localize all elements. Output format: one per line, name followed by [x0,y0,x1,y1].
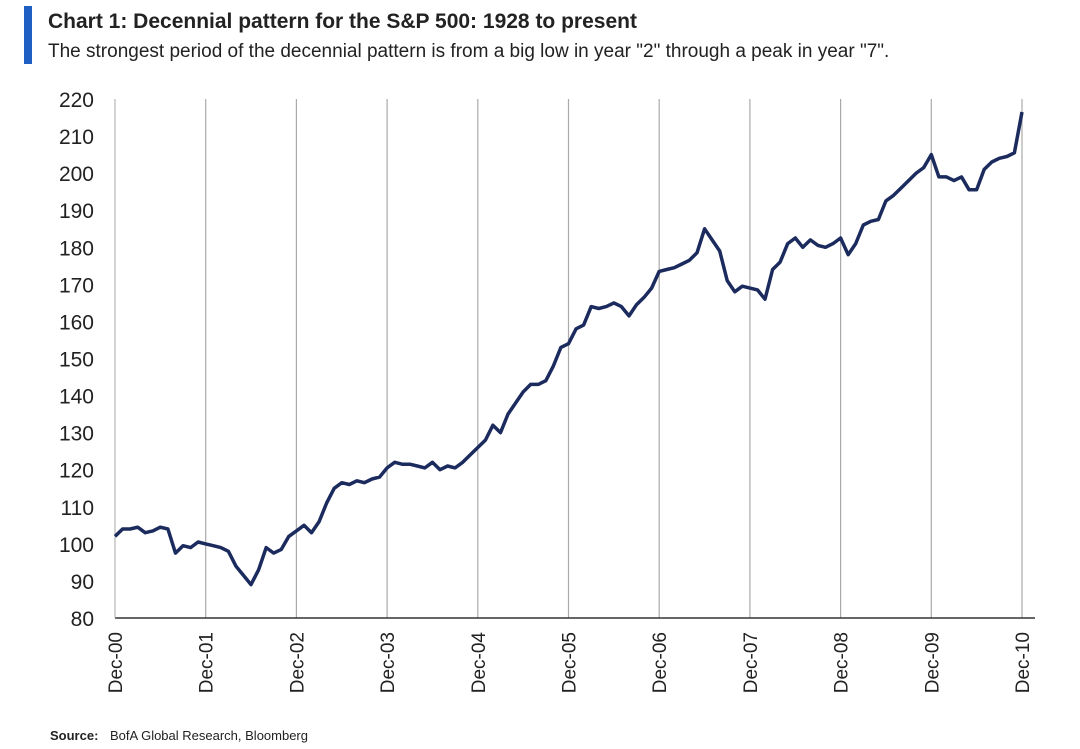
y-tick-label: 130 [59,423,94,446]
y-tick-label: 190 [59,200,94,223]
source-label: Source: [50,728,98,743]
y-tick-label: 140 [59,386,94,409]
y-tick-label: 220 [59,89,94,112]
source: BofA Global Research, Bloomberg [110,728,308,743]
x-tick-label: Dec-09 [922,632,943,693]
y-tick-label: 110 [61,497,94,520]
y-tick-label: 100 [59,534,94,557]
y-tick-label: 120 [59,460,94,483]
line-series [113,111,1024,587]
y-tick-label: 80 [71,608,94,631]
x-tick-label: Dec-03 [378,632,399,693]
y-tick-label: 90 [71,571,94,594]
x-tick-label: Dec-07 [741,632,762,693]
chart-subtitle: The strongest period of the decennial pa… [48,41,889,62]
x-tick-label: Dec-08 [832,632,853,693]
y-tick-label: 210 [59,126,94,149]
y-tick-label: 170 [59,274,94,297]
accent-bar [24,6,32,64]
x-tick-label: Dec-00 [106,632,127,693]
chart-title: Chart 1: Decennial pattern for the S&P 5… [48,10,637,33]
y-tick-label: 180 [59,237,94,260]
x-tick-label: Dec-10 [1013,632,1034,693]
x-tick-label: Dec-06 [650,632,671,693]
y-tick-label: 150 [59,349,94,372]
x-tick-label: Dec-01 [197,632,218,693]
y-tick-label: 200 [59,163,94,186]
x-tick-label: Dec-02 [287,632,308,693]
x-tick-label: Dec-05 [560,632,581,693]
y-tick-label: 160 [59,311,94,334]
x-tick-label: Dec-04 [469,632,490,694]
